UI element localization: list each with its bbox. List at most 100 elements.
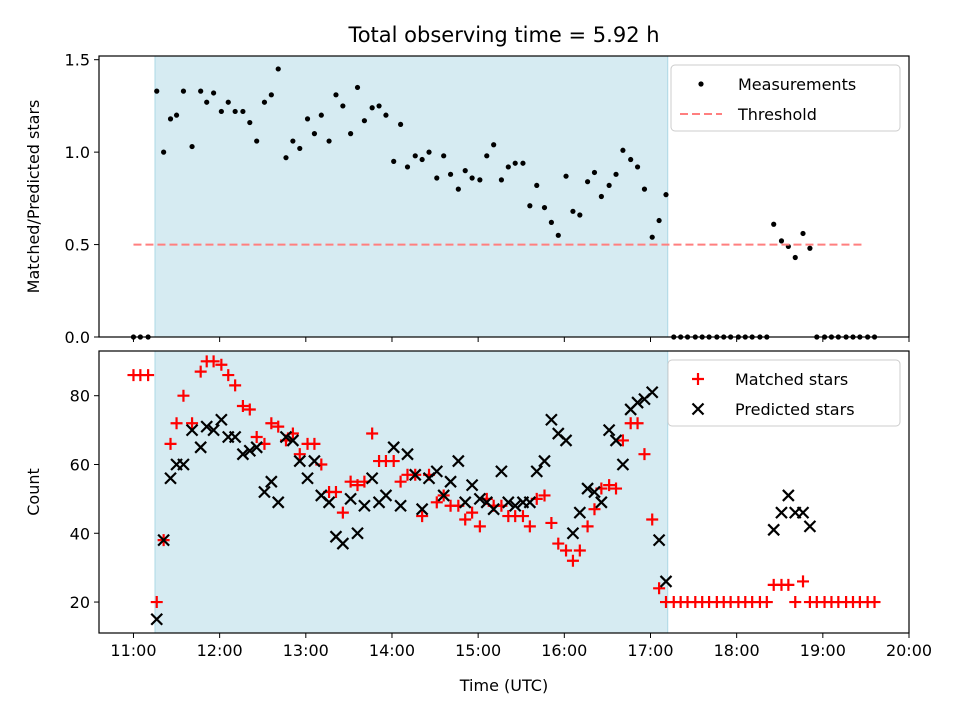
predicted-star-point <box>452 454 465 468</box>
measurement-point <box>584 179 591 185</box>
y-tick-label: 80 <box>70 387 90 406</box>
x-axis-label: Time (UTC) <box>459 676 548 695</box>
measurement-point <box>290 138 296 144</box>
measurement-point <box>447 171 454 177</box>
matched-star-point <box>142 369 155 382</box>
axes-frame <box>98 350 910 634</box>
matched-star-point <box>336 506 349 519</box>
matched-star-point <box>351 479 364 492</box>
matched-star-point <box>177 389 190 402</box>
matched-star-point <box>638 448 651 461</box>
measurement-point <box>326 138 332 144</box>
predicted-star-point <box>308 454 321 468</box>
measurement-point <box>318 112 324 118</box>
matched-star-point <box>581 520 594 533</box>
predicted-star-point <box>602 423 616 437</box>
y-tick-label: 20 <box>70 593 90 612</box>
measurement-point <box>455 186 461 192</box>
measurement-point <box>391 158 397 164</box>
measurement-point <box>297 145 303 152</box>
measurement-point <box>311 131 318 137</box>
predicted-star-point <box>530 465 544 478</box>
matched-star-point <box>523 520 536 533</box>
measurement-point <box>620 147 626 153</box>
matched-star-point <box>760 596 773 609</box>
measurement-point <box>333 92 339 98</box>
measurement-point <box>491 142 497 148</box>
measurement-point <box>656 217 662 224</box>
chart-title: Total observing time = 5.92 h <box>347 23 659 47</box>
matched-star-point <box>293 448 306 461</box>
predicted-star-point <box>394 499 407 513</box>
matched-star-point <box>229 379 242 392</box>
predicted-star-point <box>595 496 608 509</box>
y-axis-label: Matched/Predicted stars <box>24 100 43 294</box>
measurement-point <box>434 175 440 181</box>
x-tick-label: 15:00 <box>455 641 501 660</box>
matched-star-point <box>250 430 263 443</box>
matched-star-point <box>308 437 321 450</box>
measurement-point <box>649 234 655 240</box>
predicted-star-point <box>444 475 457 488</box>
matched-star-point <box>653 582 666 595</box>
measurement-point <box>354 84 361 91</box>
predicted-star-point <box>344 492 357 506</box>
matched-star-point <box>236 400 249 413</box>
x-tick-label: 16:00 <box>541 641 587 660</box>
measurement-point <box>247 119 253 126</box>
measurement-point <box>771 221 777 227</box>
measurement-point <box>419 156 425 163</box>
predicted-star-point <box>430 465 444 478</box>
measurement-point <box>340 103 346 109</box>
measurement-point <box>469 175 475 181</box>
measurement-point <box>598 193 604 200</box>
predicted-star-point <box>157 533 170 547</box>
predicted-star-point <box>782 489 795 502</box>
matched-star-point <box>560 544 573 557</box>
predicted-star-point <box>631 396 644 409</box>
measurement-point <box>634 164 641 170</box>
predicted-star-point <box>365 471 379 485</box>
x-tick-label: 20:00 <box>886 641 932 660</box>
matched-star-point <box>797 575 810 588</box>
matched-star-point <box>573 544 586 557</box>
matched-star-point <box>222 369 235 382</box>
predicted-star-point <box>322 496 336 509</box>
y-tick-label: 1.5 <box>65 51 90 70</box>
measurement-point <box>563 173 569 179</box>
measurement-point <box>512 160 518 166</box>
matched-star-point <box>416 510 429 523</box>
matched-star-point <box>538 489 551 502</box>
x-tick-label: 18:00 <box>714 641 760 660</box>
measurement-point <box>792 254 798 261</box>
predicted-star-point <box>437 489 450 502</box>
measurement-point <box>800 230 806 237</box>
measurement-point <box>268 92 274 98</box>
matched-star-point <box>552 537 565 550</box>
measurement-point <box>218 108 224 115</box>
measurement-point <box>577 212 583 218</box>
matched-star-point <box>366 427 379 440</box>
predicted-star-point <box>215 413 228 427</box>
predicted-star-point <box>538 454 551 468</box>
predicted-star-point <box>401 447 414 461</box>
measurement-point <box>304 116 311 122</box>
legend-x-marker <box>691 402 705 416</box>
measurement-point <box>591 169 598 176</box>
predicted-star-point <box>465 478 479 492</box>
legend-box <box>670 64 901 132</box>
predicted-star-point <box>336 537 350 550</box>
predicted-star-point <box>387 441 400 454</box>
measurement-point <box>180 88 187 94</box>
predicted-star-point <box>358 499 371 513</box>
matched-star-point <box>646 513 659 526</box>
matched-star-point <box>782 578 795 591</box>
y-axis-label: Count <box>24 468 43 516</box>
matched-star-point <box>194 365 207 378</box>
predicted-star-point <box>581 482 594 495</box>
matched-star-point <box>329 486 342 498</box>
measurement-point <box>369 105 375 111</box>
matched-star-point <box>344 475 357 488</box>
legend-dot-marker <box>698 81 704 87</box>
measurement-point <box>441 153 447 159</box>
